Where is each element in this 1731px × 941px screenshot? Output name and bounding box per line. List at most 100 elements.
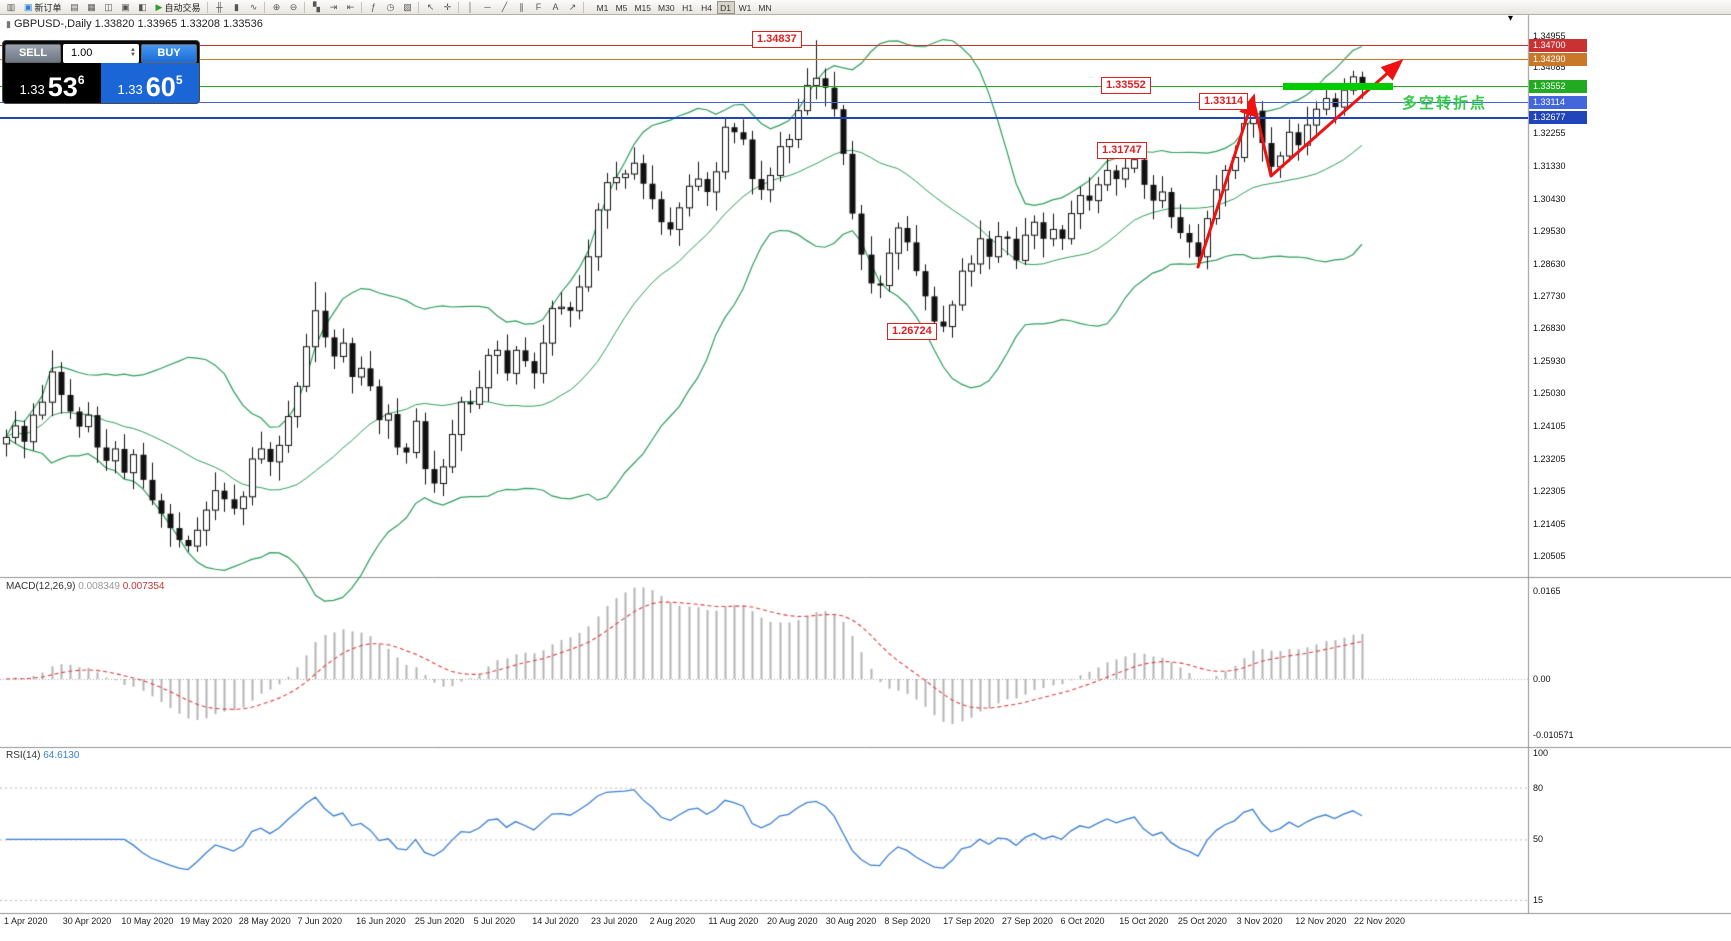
timeframe-h1-button[interactable]: H1 (682, 2, 693, 13)
bar-chart-icon[interactable]: ╫ (216, 1, 223, 12)
strategy-tester-icon[interactable]: ◧ (138, 1, 147, 12)
horizontal-line-1.33552[interactable] (0, 85, 1528, 87)
vertical-line-icon[interactable]: │ (467, 1, 474, 12)
rsi-value: 64.6130 (43, 750, 80, 761)
price-scale-label: 1.22305 (1533, 486, 1566, 497)
timeframe-mn-button[interactable]: MN (758, 2, 772, 13)
autotrading-button[interactable]: ▶ 自动交易 (152, 1, 205, 14)
sell-button[interactable]: SELL (5, 43, 61, 63)
price-scale-label: 1.20505 (1533, 551, 1566, 561)
price-scale-marker-1.33552: 1.33552 (1529, 79, 1587, 93)
chart-ohlc: 1.33820 1.33965 1.33208 1.33536 (94, 18, 263, 30)
date-axis-label: 19 May 2020 (180, 916, 233, 926)
date-axis-label: 7 Jun 2020 (297, 916, 343, 926)
new-order-button-label: 新订单 (34, 2, 62, 13)
ask-price[interactable]: 1.33 60 5 (101, 63, 199, 103)
rsi-scale-label: 100 (1533, 748, 1549, 758)
volume-field[interactable]: 1.00 ▲ ▼ (63, 43, 139, 63)
text-label-icon[interactable]: A (552, 1, 559, 12)
price-scale-label: 1.25030 (1533, 388, 1566, 399)
price-scale-marker-1.32677: 1.32677 (1529, 111, 1587, 125)
date-axis-label: 10 May 2020 (121, 916, 174, 926)
timeframe-m15-button[interactable]: M15 (634, 2, 652, 13)
rsi-name: RSI(14) (6, 750, 41, 761)
price-scale-label: 1.23205 (1533, 453, 1566, 464)
chart-shift-marker[interactable]: ▾ (1508, 13, 1514, 24)
line-chart-icon[interactable]: ∿ (249, 1, 258, 12)
terminal-icon[interactable]: ▣ (121, 1, 130, 12)
price-callout-1.31747[interactable]: 1.31747 (1097, 142, 1147, 160)
annotation-note[interactable]: 多空转折点 (1402, 95, 1488, 112)
templates-icon[interactable]: ▧ (403, 1, 412, 12)
bid-price[interactable]: 1.33 53 6 (3, 63, 101, 103)
trendline-icon[interactable]: ╱ (501, 1, 508, 12)
cursor-icon[interactable]: ↖ (426, 1, 435, 12)
rsi-scale-label: 15 (1533, 894, 1544, 905)
timeframe-m30-button[interactable]: M30 (658, 2, 675, 13)
price-callout-1.34837[interactable]: 1.34837 (752, 31, 802, 49)
indicators-icon[interactable]: ƒ (370, 1, 376, 12)
price-scale-marker-1.34700: 1.34700 (1529, 38, 1587, 52)
price-callout-1.26724[interactable]: 1.26724 (887, 323, 937, 341)
new-order-button[interactable]: ▣ 新订单 (20, 1, 66, 14)
zoom-out-icon[interactable]: ⊖ (289, 1, 298, 12)
timeframe-m1-button[interactable]: M1 (596, 2, 609, 13)
macd-name: MACD(12,26,9) (6, 581, 76, 592)
ask-price-pip: 5 (175, 73, 183, 87)
toolbar-separator (304, 1, 306, 13)
timeframe-h4-button[interactable]: H4 (701, 2, 712, 13)
timeframe-w1-button[interactable]: W1 (738, 2, 752, 13)
tile-windows-icon[interactable]: ▚ (313, 1, 320, 12)
price-callout-1.33552[interactable]: 1.33552 (1101, 77, 1151, 95)
horizontal-line-1.34290[interactable] (0, 59, 1528, 61)
date-axis-label: 12 Nov 2020 (1295, 916, 1347, 926)
channel-icon[interactable]: ∥ (519, 1, 524, 12)
arrow-object-icon[interactable]: ↗ (568, 1, 577, 12)
one-click-trading-panel: SELL 1.00 ▲ ▼ BUY 1.33 53 6 1.33 60 5 (2, 40, 200, 104)
trend-arrow-segment-1[interactable] (1196, 93, 1257, 269)
market-watch-icon[interactable]: ▤ (70, 1, 79, 12)
timeframe-d1-button[interactable]: D1 (716, 0, 735, 14)
fibonacci-icon[interactable]: F (535, 1, 542, 12)
spinner-down-icon[interactable]: ▼ (130, 52, 136, 58)
price-scale-marker-1.34290: 1.34290 (1529, 53, 1587, 67)
chart-title: ▮ GBPUSD-,Daily 1.33820 1.33965 1.33208 1… (6, 18, 263, 30)
support-highlight-segment[interactable] (1283, 82, 1393, 90)
horizontal-line-1.33114[interactable] (0, 101, 1528, 103)
horizontal-line-icon[interactable]: ─ (484, 1, 491, 12)
date-axis-label: 5 Jul 2020 (473, 916, 516, 926)
navigator-icon[interactable]: ◫ (104, 1, 113, 12)
chart-shift-icon[interactable]: ⇤ (346, 1, 355, 12)
macd-scale-label: 0.00 (1533, 674, 1551, 684)
date-axis-label: 16 Jun 2020 (356, 916, 406, 926)
one-click-controls: SELL 1.00 ▲ ▼ BUY (3, 41, 199, 63)
periods-icon[interactable]: ◷ (386, 1, 395, 12)
timeframe-m5-button[interactable]: M5 (615, 2, 628, 13)
trend-arrow-segment-2[interactable] (1251, 59, 1404, 178)
buy-button[interactable]: BUY (141, 43, 197, 63)
price-callout-1.33114[interactable]: 1.33114 (1199, 93, 1249, 111)
candlestick-chart-icon[interactable]: ▮ (233, 1, 239, 12)
horizontal-line-1.32677[interactable] (0, 116, 1528, 119)
spinner-up-icon[interactable]: ▲ (130, 47, 136, 53)
autotrading-icon: ▶ (155, 1, 163, 12)
volume-spinner[interactable]: ▲ ▼ (130, 47, 136, 58)
auto-scroll-icon[interactable]: ⇥ (329, 1, 338, 12)
date-axis-label: 25 Jun 2020 (414, 916, 465, 926)
price-scale-label: 1.27730 (1533, 291, 1566, 301)
macd-scale-label: -0.010571 (1533, 730, 1574, 741)
autotrading-button-label: 自动交易 (164, 2, 201, 13)
price-scale-marker-1.33114: 1.33114 (1529, 95, 1587, 109)
toolbar-separator (458, 1, 460, 13)
chart-window-icon[interactable]: ▥ (6, 1, 16, 12)
crosshair-icon[interactable]: ✛ (443, 1, 452, 12)
price-scale-label: 1.24105 (1533, 421, 1566, 432)
data-window-icon[interactable]: ▦ (87, 1, 96, 12)
zoom-in-icon[interactable]: ⊕ (272, 1, 281, 12)
toolbar-separator (361, 1, 363, 13)
date-axis-label: 11 Aug 2020 (708, 916, 759, 926)
date-axis-label: 30 Aug 2020 (825, 916, 877, 926)
